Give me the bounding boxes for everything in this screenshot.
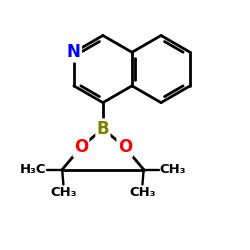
Text: O: O [118, 138, 132, 156]
Text: CH₃: CH₃ [160, 163, 186, 176]
Text: B: B [96, 120, 109, 138]
Text: H₃C: H₃C [20, 163, 46, 176]
Text: CH₃: CH₃ [129, 186, 156, 199]
Text: CH₃: CH₃ [50, 186, 77, 199]
Text: O: O [74, 138, 88, 156]
Text: N: N [67, 43, 81, 61]
